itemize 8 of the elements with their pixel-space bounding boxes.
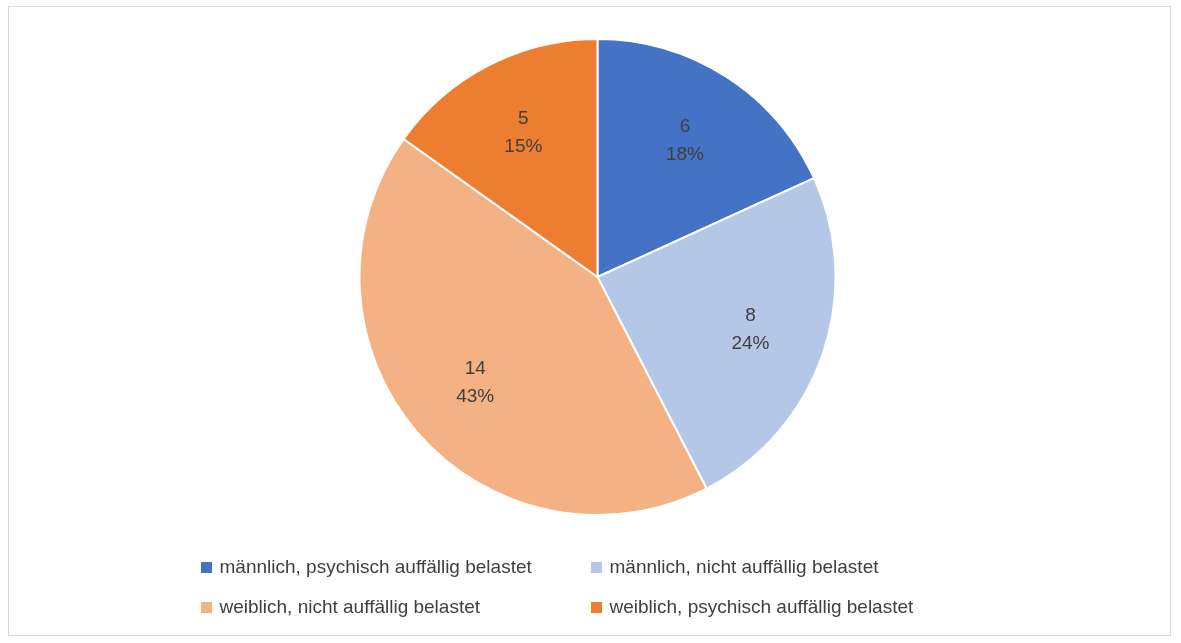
legend-label: männlich, psychisch auffällig belastet: [219, 556, 532, 578]
legend-label: weiblich, psychisch auffällig belastet: [609, 596, 914, 618]
legend-label: weiblich, nicht auffällig belastet: [219, 596, 481, 618]
legend-label: männlich, nicht auffällig belastet: [609, 556, 879, 578]
data-label: 6 18%: [665, 115, 705, 165]
data-label: 5 15%: [504, 107, 543, 157]
data-label: 8 24%: [731, 304, 770, 354]
data-label: 14 43%: [456, 357, 495, 407]
